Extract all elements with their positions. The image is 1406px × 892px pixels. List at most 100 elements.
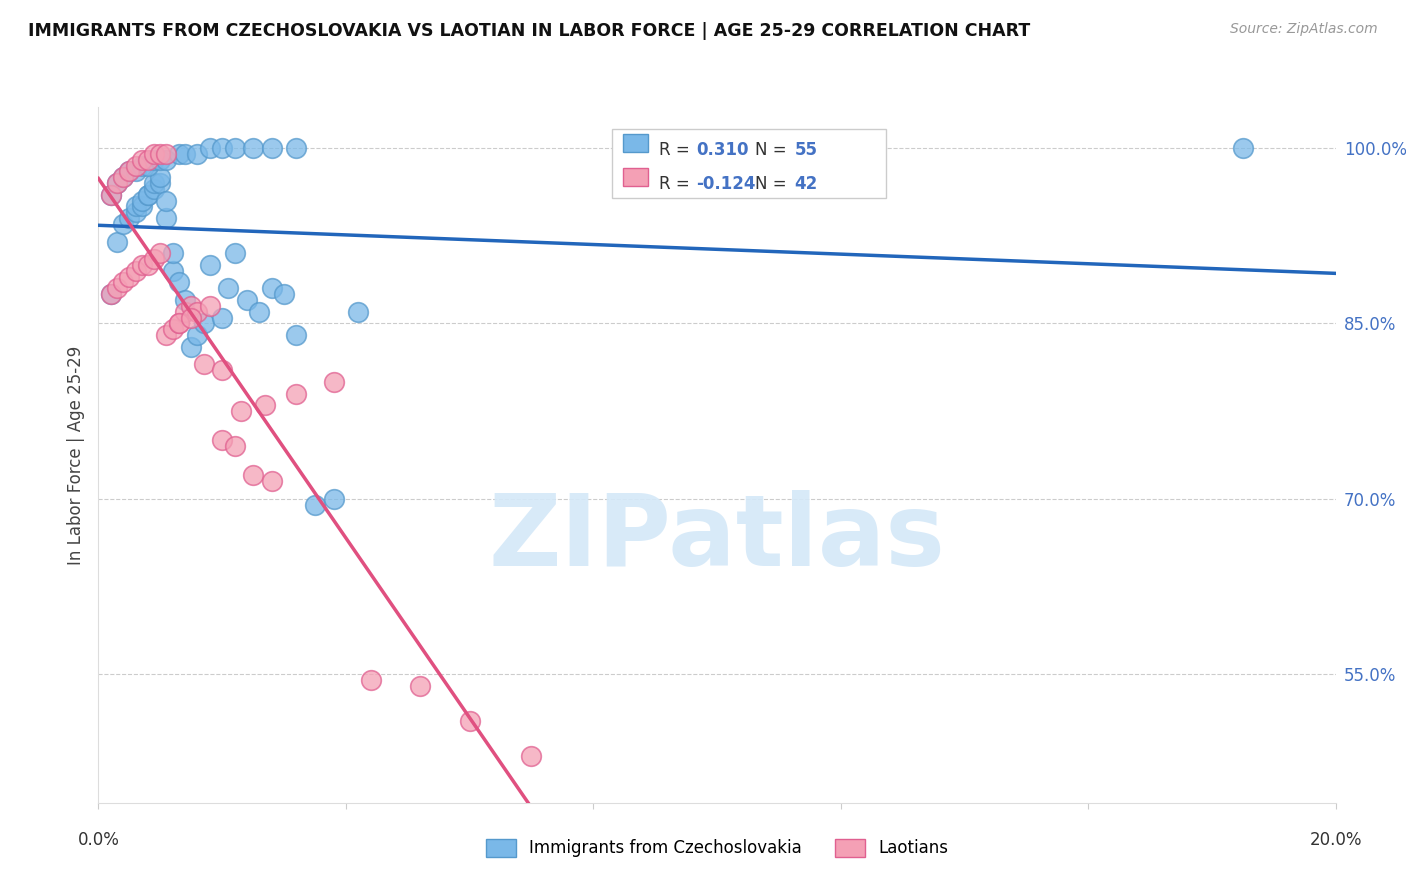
Point [112,170,135,185]
Point [112,276,135,290]
Point [186,146,208,161]
Text: ZIPatlas: ZIPatlas [489,490,945,587]
Point [180,310,202,325]
Point [118,269,141,284]
Text: 0.0%: 0.0% [77,830,120,848]
Point [193,317,215,331]
Point [1232,141,1254,155]
Point [162,246,184,260]
Point [112,170,135,185]
Point [247,304,270,318]
Point [174,304,197,318]
Point [136,153,159,167]
Point [124,159,146,173]
Point [260,474,283,488]
Point [180,340,202,354]
Point [198,299,221,313]
Point [131,159,153,173]
Point [149,153,172,167]
Point [149,246,172,260]
Point [100,187,122,202]
Point [211,141,233,155]
Point [322,375,344,389]
Point [285,328,308,343]
Point [124,164,146,178]
Point [124,199,146,213]
Point [211,310,233,325]
Point [136,187,159,202]
Point [458,714,481,728]
Text: 20.0%: 20.0% [1309,830,1362,848]
Point [198,258,221,272]
Point [143,252,166,266]
Point [149,146,172,161]
Point [254,398,277,412]
Point [224,439,246,453]
Point [155,328,177,343]
Point [143,153,166,167]
Point [322,491,344,506]
Point [229,404,252,418]
Point [167,317,190,331]
Point [198,141,221,155]
Point [174,146,197,161]
Point [149,176,172,190]
Point [174,293,197,307]
Point [105,176,128,190]
Point [105,281,128,295]
Point [105,235,128,249]
Text: R =: R = [659,141,696,159]
Point [260,281,283,295]
Point [347,304,370,318]
Point [131,194,153,208]
Point [143,146,166,161]
Text: 42: 42 [794,175,818,193]
Point [136,187,159,202]
Point [285,386,308,401]
Point [409,679,432,693]
Text: Source: ZipAtlas.com: Source: ZipAtlas.com [1230,22,1378,37]
Point [136,258,159,272]
Point [162,264,184,278]
Point [167,317,190,331]
Point [180,299,202,313]
Point [143,176,166,190]
Point [304,498,326,512]
Point [100,287,122,301]
Point [186,328,208,343]
Point [149,170,172,185]
Point [155,211,177,226]
Point [112,217,135,231]
Point [273,287,295,301]
Point [285,141,308,155]
Point [217,281,239,295]
Point [131,199,153,213]
Point [118,211,141,226]
Point [105,176,128,190]
Point [131,153,153,167]
Point [155,146,177,161]
Text: R =: R = [659,175,696,193]
Point [167,146,190,161]
Point [360,673,382,687]
Point [260,141,283,155]
Point [118,164,141,178]
Point [193,357,215,371]
Point [124,205,146,219]
Text: 0.310: 0.310 [696,141,748,159]
Text: N =: N = [755,141,792,159]
Point [211,363,233,377]
Point [100,187,122,202]
Point [224,141,246,155]
Point [143,182,166,196]
Point [520,749,543,764]
Point [242,468,264,483]
Point [136,159,159,173]
Point [186,304,208,318]
Text: IMMIGRANTS FROM CZECHOSLOVAKIA VS LAOTIAN IN LABOR FORCE | AGE 25-29 CORRELATION: IMMIGRANTS FROM CZECHOSLOVAKIA VS LAOTIA… [28,22,1031,40]
Y-axis label: In Labor Force | Age 25-29: In Labor Force | Age 25-29 [66,345,84,565]
Text: N =: N = [755,175,792,193]
Point [167,276,190,290]
Point [211,434,233,448]
Legend: Immigrants from Czechoslovakia, Laotians: Immigrants from Czechoslovakia, Laotians [479,832,955,864]
